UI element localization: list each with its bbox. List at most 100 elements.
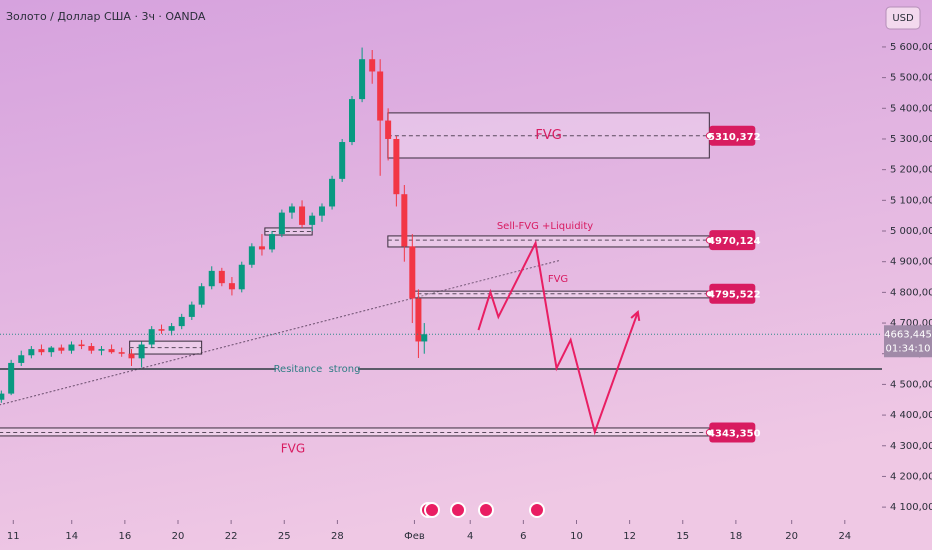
candle-body (78, 344, 85, 347)
candle-body (278, 212, 285, 235)
candle-body (299, 206, 306, 225)
candle-body (318, 206, 325, 216)
level-badge (709, 283, 756, 304)
chart-title: Золото / Доллар США · 3ч · OANDA (6, 10, 206, 23)
candle-body (385, 120, 392, 139)
candle-body (349, 99, 356, 143)
level-label: 4343,350 (708, 428, 761, 439)
last-price-badge (884, 325, 932, 358)
candle-body (377, 71, 384, 121)
candle-body (409, 246, 416, 299)
x-tick-label: 10 (570, 531, 583, 542)
level-anchor (705, 428, 713, 436)
x-tick-label: 14 (65, 531, 78, 542)
candle-body (28, 349, 35, 356)
x-tick-label: 15 (676, 531, 689, 542)
candle-body (258, 246, 265, 250)
x-tick-label: 20 (172, 531, 185, 542)
countdown: 01:34:10 (886, 343, 931, 354)
y-tick-label: 5 300,000 (890, 134, 932, 145)
candle-body (228, 283, 235, 290)
zone-label: Sell-FVG +Liquidity (497, 221, 593, 232)
trendline (0, 259, 561, 406)
event-icon[interactable] (529, 502, 545, 518)
projection-arrow (630, 310, 641, 322)
y-tick-label: 4 100,000 (890, 502, 932, 513)
y-tick-label: 5 600,000 (890, 42, 932, 53)
level-anchor (705, 132, 713, 140)
event-icon[interactable] (478, 502, 494, 518)
y-tick-label: 4 400,000 (890, 410, 932, 421)
y-tick-label: 5 000,000 (890, 226, 932, 237)
x-tick-label: 18 (730, 531, 743, 542)
zone-label: FVG (281, 441, 305, 455)
candle-body (401, 194, 408, 247)
candle-body (68, 344, 75, 351)
candle-body (18, 355, 25, 363)
level-badge (709, 422, 756, 443)
candle-body (38, 349, 45, 353)
event-icon[interactable] (424, 502, 440, 518)
candle-body (359, 59, 366, 100)
level-label: 4795,522 (708, 290, 761, 301)
level-anchor (705, 236, 713, 244)
candle-body (218, 270, 225, 284)
candle-body (128, 353, 135, 359)
fvg-zone (387, 235, 710, 248)
currency-label[interactable]: USD (892, 13, 914, 24)
level-badge (709, 125, 756, 146)
candle-body (309, 215, 316, 225)
y-tick-label: 4 700,000 (890, 318, 932, 329)
projection-path (477, 239, 639, 436)
y-tick-label: 4 900,000 (890, 257, 932, 268)
y-tick-label: 4 500,000 (890, 379, 932, 390)
x-tick-label: 6 (520, 531, 526, 542)
candle-body (248, 246, 255, 265)
level-label: 5310,372 (708, 132, 761, 143)
event-icon[interactable] (450, 502, 466, 518)
fvg-zone (409, 290, 710, 299)
x-tick-label: 24 (838, 531, 851, 542)
candle-body (0, 393, 5, 400)
candle-body (8, 362, 15, 394)
candle-body (329, 178, 336, 207)
candle-body (339, 142, 346, 179)
y-tick-label: 4 300,000 (890, 441, 932, 452)
y-tick-label: 4 800,000 (890, 287, 932, 298)
x-tick-label: 28 (331, 531, 344, 542)
x-tick-label: 22 (225, 531, 238, 542)
candle-body (98, 349, 105, 351)
x-tick-label: 16 (118, 531, 131, 542)
candle-body (198, 286, 205, 305)
x-tick-label: 11 (7, 531, 20, 542)
candle-body (48, 347, 55, 353)
y-tick-label: 4 200,000 (890, 471, 932, 482)
y-tick-label: 5 200,000 (890, 165, 932, 176)
candle-body (421, 334, 428, 342)
level-anchor (705, 290, 713, 298)
candle-body (369, 59, 376, 72)
candle-body (238, 264, 245, 290)
y-tick-label: 5 400,000 (890, 103, 932, 114)
candle-body (288, 206, 295, 213)
candle-body (178, 316, 185, 327)
candle-body (108, 349, 115, 353)
candle-body (88, 346, 95, 351)
event-icons (420, 502, 545, 518)
x-tick-label: Фев (404, 531, 425, 542)
candle-body (158, 329, 165, 331)
level-label: 4970,124 (708, 236, 761, 247)
x-tick-label: 4 (467, 531, 473, 542)
candle-body (393, 138, 400, 195)
x-tick-label: 12 (623, 531, 636, 542)
level-badge (709, 230, 756, 251)
currency-button[interactable] (885, 6, 921, 30)
candle-body (188, 304, 195, 317)
candle-body (148, 329, 155, 345)
candle-body (208, 270, 215, 287)
resistance-label: Resitance strong (274, 364, 361, 375)
zone-label: FVG (535, 128, 561, 143)
